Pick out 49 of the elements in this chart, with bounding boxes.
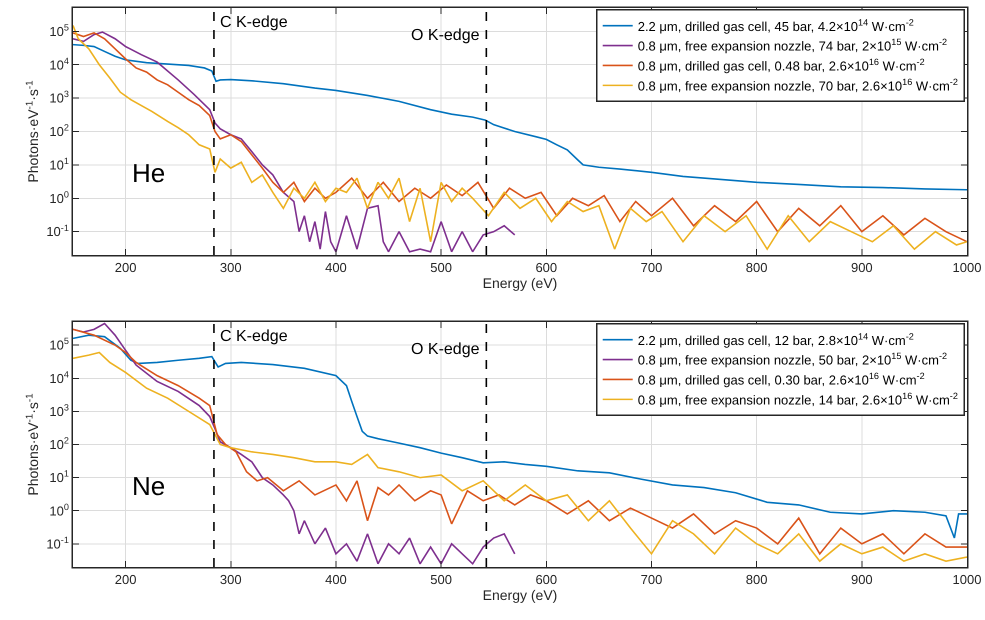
x-tick-label: 500 (430, 572, 452, 588)
legend-label: 0.8 μm, drilled gas cell, 0.30 bar, 2.6×10$^{16}$ W·cm$^{-2}$ (638, 371, 925, 388)
x-tick-label: 200 (114, 572, 136, 588)
y-tick-label: 10$^{3}$ (49, 89, 69, 106)
ref-line-label: C K-edge (220, 14, 288, 31)
x-tick-label: 800 (746, 572, 768, 588)
x-tick-label: 600 (535, 260, 558, 276)
legend-label: 0.8 μm, drilled gas cell, 0.48 bar, 2.6×10$^{16}$ W·cm$^{-2}$ (638, 57, 925, 74)
x-axis-title: Energy (eV) (482, 587, 558, 604)
legend-label: 0.8 μm, free expansion nozzle, 14 bar, 2.6×10$^{16}$ W·cm$^{-2}$ (638, 390, 958, 408)
y-tick-label: 10$^{5}$ (49, 22, 69, 39)
annotation: Ne (132, 471, 166, 501)
x-tick-label: 300 (220, 260, 242, 276)
x-tick-label: 1000 (952, 260, 982, 276)
x-tick-label: 400 (325, 572, 347, 588)
y-tick-label: 10$^{2}$ (49, 436, 69, 452)
x-tick-label: 1000 (952, 572, 982, 588)
y-tick-label: 10$^{0}$ (49, 189, 69, 206)
x-tick-label: 900 (850, 260, 873, 276)
legend-label: 0.8 μm, free expansion nozzle, 74 bar, 2×10$^{15}$ W·cm$^{-2}$ (638, 37, 948, 54)
ref-line-label: O K-edge (411, 341, 480, 358)
x-tick-label: 800 (746, 260, 768, 276)
line-series (73, 322, 516, 565)
legend-label: 2.2 μm, drilled gas cell, 12 bar, 2.8×10$^{14}$ W·cm$^{-2}$ (638, 331, 914, 348)
ref-line-label: C K-edge (220, 328, 288, 345)
y-tick-label: 10$^{-1}$ (46, 222, 69, 240)
y-tick-label: 10$^{-1}$ (46, 534, 69, 552)
legend-label: 0.8 μm, free expansion nozzle, 50 bar, 2×10$^{15}$ W·cm$^{-2}$ (638, 351, 948, 368)
x-tick-label: 400 (325, 260, 347, 276)
ref-line-label: O K-edge (411, 27, 480, 44)
y-tick-label: 10$^{0}$ (49, 502, 69, 518)
x-tick-label: 300 (220, 572, 242, 588)
y-tick-label: 10$^{4}$ (49, 369, 69, 386)
x-tick-label: 700 (640, 260, 662, 276)
y-tick-label: 10$^{1}$ (49, 156, 69, 172)
y-tick-label: 10$^{1}$ (49, 468, 69, 486)
y-tick-label: 10$^{2}$ (49, 122, 69, 140)
x-tick-label: 200 (114, 260, 136, 276)
y-tick-label: 10$^{4}$ (49, 56, 69, 72)
x-axis-title: Energy (eV) (482, 275, 558, 292)
annotation: He (132, 158, 166, 188)
y-tick-label: 10$^{3}$ (49, 402, 69, 419)
legend-label: 0.8 μm, free expansion nozzle, 70 bar, 2.6×10$^{16}$ W·cm$^{-2}$ (638, 76, 958, 94)
x-tick-label: 700 (640, 572, 662, 588)
x-tick-label: 600 (535, 572, 558, 588)
x-tick-label: 500 (430, 260, 452, 276)
legend-label: 2.2 μm, drilled gas cell, 45 bar, 4.2×10$^{14}$ W·cm$^{-2}$ (638, 17, 914, 34)
y-tick-label: 10$^{5}$ (49, 336, 69, 353)
x-tick-label: 900 (850, 572, 873, 588)
